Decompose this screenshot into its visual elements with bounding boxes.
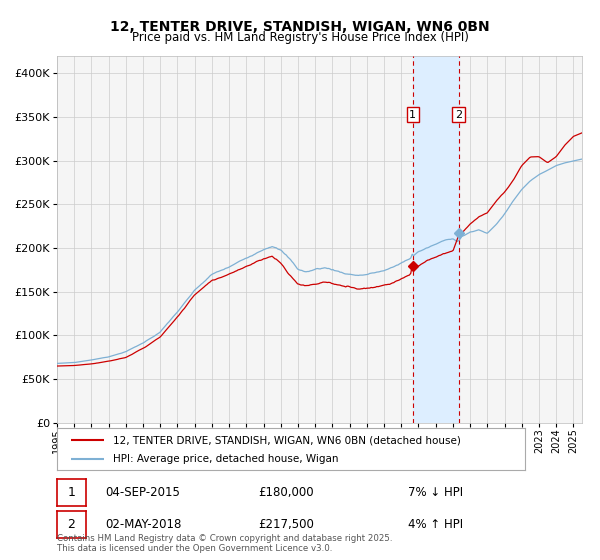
Text: 4% ↑ HPI: 4% ↑ HPI: [408, 518, 463, 531]
Text: 02-MAY-2018: 02-MAY-2018: [105, 518, 181, 531]
Text: Contains HM Land Registry data © Crown copyright and database right 2025.
This d: Contains HM Land Registry data © Crown c…: [57, 534, 392, 553]
Text: 2: 2: [455, 110, 462, 119]
Text: 1: 1: [67, 486, 76, 499]
Text: HPI: Average price, detached house, Wigan: HPI: Average price, detached house, Wiga…: [113, 454, 338, 464]
Text: £180,000: £180,000: [258, 486, 314, 499]
Text: Price paid vs. HM Land Registry's House Price Index (HPI): Price paid vs. HM Land Registry's House …: [131, 31, 469, 44]
Text: 7% ↓ HPI: 7% ↓ HPI: [408, 486, 463, 499]
Text: 04-SEP-2015: 04-SEP-2015: [105, 486, 180, 499]
Text: 12, TENTER DRIVE, STANDISH, WIGAN, WN6 0BN: 12, TENTER DRIVE, STANDISH, WIGAN, WN6 0…: [110, 20, 490, 34]
Text: £217,500: £217,500: [258, 518, 314, 531]
Text: 12, TENTER DRIVE, STANDISH, WIGAN, WN6 0BN (detached house): 12, TENTER DRIVE, STANDISH, WIGAN, WN6 0…: [113, 435, 461, 445]
Text: 1: 1: [409, 110, 416, 119]
Bar: [413, 56, 458, 423]
Text: 2: 2: [67, 518, 76, 531]
